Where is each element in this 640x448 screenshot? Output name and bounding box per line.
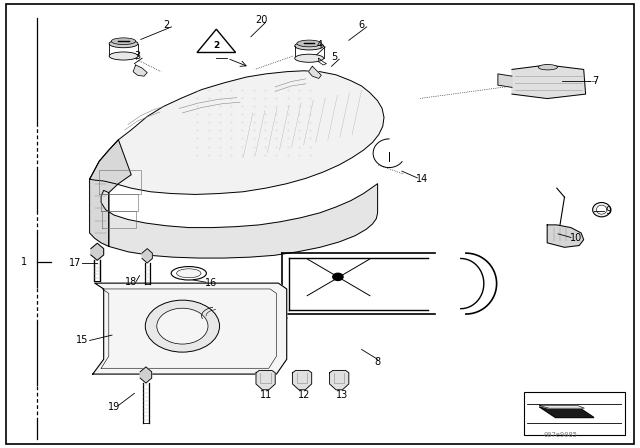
Polygon shape xyxy=(142,249,152,263)
Polygon shape xyxy=(140,367,152,383)
Text: 18: 18 xyxy=(125,277,138,287)
Text: 7: 7 xyxy=(592,76,598,86)
Ellipse shape xyxy=(109,52,138,60)
Polygon shape xyxy=(308,66,321,78)
Text: 13: 13 xyxy=(336,390,349,400)
Text: 20: 20 xyxy=(255,15,268,25)
Text: 12: 12 xyxy=(298,390,311,400)
Ellipse shape xyxy=(593,202,611,217)
Polygon shape xyxy=(498,74,512,87)
Polygon shape xyxy=(330,370,349,390)
Text: 11: 11 xyxy=(259,390,272,400)
Polygon shape xyxy=(292,370,312,390)
Ellipse shape xyxy=(111,38,136,44)
Polygon shape xyxy=(101,184,378,258)
Circle shape xyxy=(157,308,208,344)
Polygon shape xyxy=(512,65,586,99)
Ellipse shape xyxy=(538,65,557,70)
Ellipse shape xyxy=(297,40,321,47)
Polygon shape xyxy=(90,71,384,194)
Ellipse shape xyxy=(295,54,323,62)
Polygon shape xyxy=(547,225,584,247)
Polygon shape xyxy=(93,283,287,374)
Text: 14: 14 xyxy=(416,174,429,184)
Ellipse shape xyxy=(172,267,206,280)
Polygon shape xyxy=(90,140,131,246)
Polygon shape xyxy=(540,405,584,408)
Text: 10: 10 xyxy=(570,233,582,243)
Text: 17: 17 xyxy=(69,258,82,268)
Ellipse shape xyxy=(596,205,607,214)
Text: 2: 2 xyxy=(213,41,220,50)
Text: 4: 4 xyxy=(317,40,323,50)
Text: 007e9085: 007e9085 xyxy=(543,432,577,438)
Polygon shape xyxy=(540,407,594,418)
Text: 2: 2 xyxy=(163,20,170,30)
Ellipse shape xyxy=(109,40,138,47)
Bar xyxy=(524,392,625,435)
Polygon shape xyxy=(133,65,147,76)
Text: 1: 1 xyxy=(21,257,28,267)
Text: 6: 6 xyxy=(358,20,365,30)
Polygon shape xyxy=(256,370,275,390)
Circle shape xyxy=(333,273,343,280)
Text: 15: 15 xyxy=(76,336,88,345)
Text: 8: 8 xyxy=(374,357,381,367)
Ellipse shape xyxy=(295,42,323,50)
Text: 19: 19 xyxy=(108,402,120,412)
Circle shape xyxy=(145,300,220,352)
Text: 16: 16 xyxy=(205,278,218,288)
Polygon shape xyxy=(91,243,104,260)
Ellipse shape xyxy=(177,269,201,278)
Text: 9: 9 xyxy=(605,206,611,215)
Text: 5: 5 xyxy=(331,52,337,62)
Text: 3: 3 xyxy=(134,51,141,61)
